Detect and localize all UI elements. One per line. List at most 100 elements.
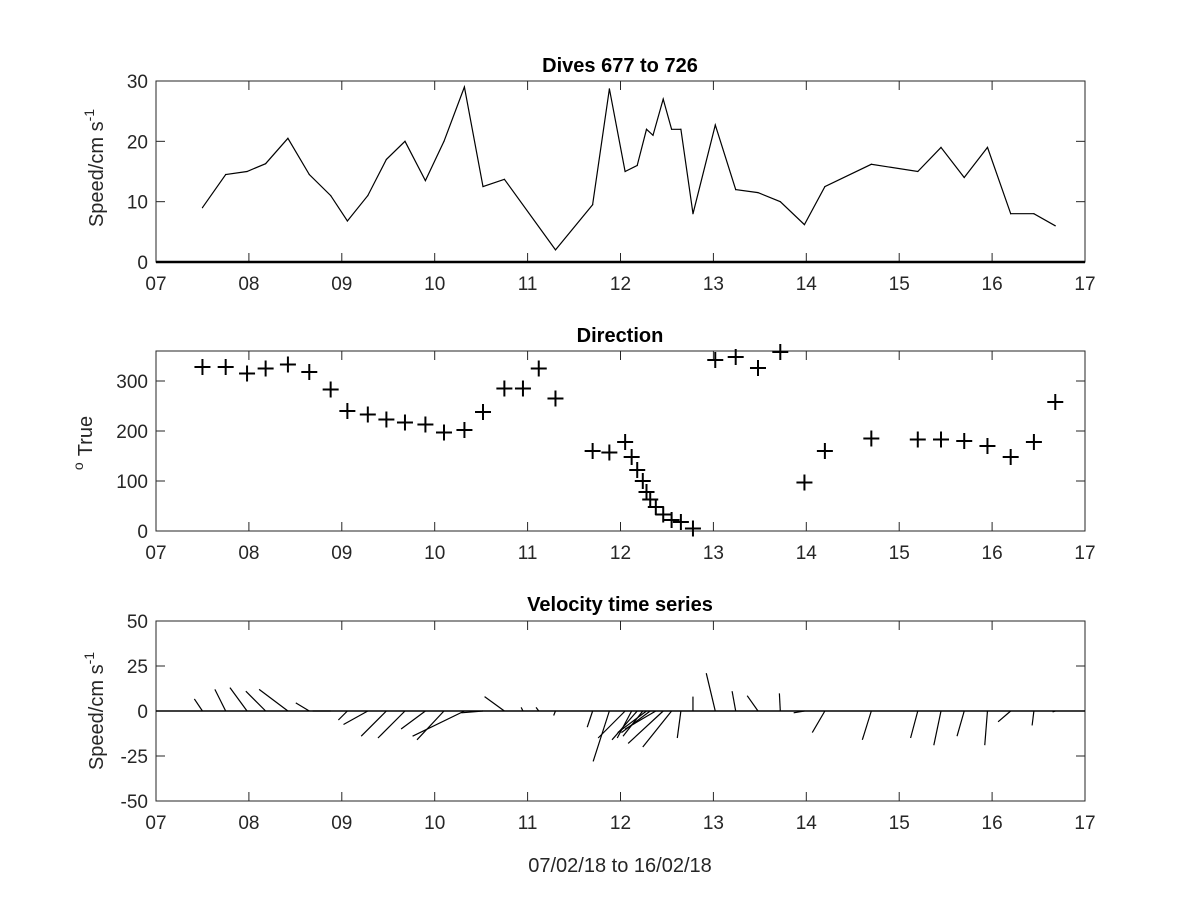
direction-plus-marker — [339, 403, 356, 419]
direction-xtick-label: 17 — [1074, 543, 1095, 564]
direction-plus-marker — [672, 514, 689, 530]
speed-xtick-label: 14 — [796, 274, 818, 295]
speed-ytick-label: 20 — [127, 132, 148, 153]
speed-line-panel: Dives 677 to 726 Speed/cm s-1 07 08 09 10 11… — [81, 55, 1096, 295]
speed-data-point — [714, 124, 716, 126]
velocity-xtick-label: 12 — [610, 813, 631, 834]
velocity-velocity-stick — [484, 696, 505, 712]
speed-data-point — [385, 158, 387, 161]
direction-plus-marker — [634, 473, 651, 489]
velocity-panel-ylabel-exponent: -1 — [81, 652, 97, 665]
direction-plus-marker — [663, 512, 680, 528]
direction-plus-marker — [475, 404, 492, 420]
velocity-velocity-stick — [295, 702, 310, 712]
direction-panel-title: Direction — [577, 325, 664, 347]
velocity-velocity-stick — [193, 698, 203, 712]
direction-plus-marker — [1047, 394, 1064, 410]
speed-data-point — [670, 128, 673, 130]
velocity-velocity-stick — [461, 710, 484, 714]
direction-xtick-label: 15 — [889, 543, 910, 564]
velocity-velocity-stick — [705, 673, 716, 712]
direction-xtick-label: 10 — [424, 543, 445, 564]
velocity-velocity-stick — [535, 707, 540, 712]
speed-data-point — [592, 204, 594, 206]
speed-data-point — [554, 249, 557, 251]
direction-plus-marker — [863, 430, 880, 447]
velocity-xtick-label: 08 — [238, 813, 259, 834]
velocity-velocity-stick — [731, 691, 737, 712]
speed-data-point — [608, 88, 610, 90]
direction-panel-ylabel-text: True — [75, 416, 97, 456]
velocity-velocity-stick — [597, 710, 626, 739]
direction-xtick-label: 14 — [796, 543, 818, 564]
speed-data-point — [680, 128, 682, 130]
velocity-ytick-label: 50 — [127, 612, 148, 633]
velocity-velocity-stick — [676, 710, 682, 739]
speed-data-point — [624, 170, 626, 173]
speed-panel-ylabel-exponent: -1 — [81, 109, 97, 122]
speed-data-point — [463, 86, 466, 88]
direction-xtick-label: 16 — [982, 543, 1003, 564]
direction-plus-marker — [322, 381, 339, 398]
direction-scatter-panel: Direction o True 07 08 09 10 11 12 13 14 15 16 17 0 1… — [70, 325, 1096, 564]
direction-xtick-label: 08 — [238, 543, 259, 564]
speed-data-point — [692, 213, 694, 215]
velocity-velocity-stick — [229, 687, 248, 712]
speed-data-point — [963, 176, 965, 179]
speed-data-point — [443, 140, 445, 142]
direction-plus-marker — [956, 433, 973, 449]
speed-data-point — [824, 185, 826, 188]
direction-plus-marker — [435, 424, 452, 441]
velocity-velocity-stick — [984, 710, 989, 746]
velocity-xtick-label: 13 — [703, 813, 724, 834]
velocity-velocity-stick — [377, 710, 406, 739]
velocity-xtick-label: 14 — [796, 813, 818, 834]
direction-xtick-label: 07 — [145, 543, 166, 564]
direction-plus-marker — [547, 390, 564, 407]
speed-data-point — [1054, 225, 1056, 227]
speed-xtick-label: 08 — [238, 274, 259, 295]
direction-plus-marker — [456, 422, 473, 438]
velocity-velocity-stick — [997, 710, 1012, 723]
direction-ytick-label: 200 — [116, 422, 148, 443]
speed-data-point — [662, 98, 664, 100]
direction-plus-marker — [194, 359, 211, 375]
velocity-velocity-stick — [616, 710, 633, 739]
direction-plus-marker — [514, 380, 531, 397]
velocity-xtick-label: 16 — [982, 813, 1003, 834]
direction-plus-marker — [378, 411, 395, 428]
direction-plus-marker — [1025, 434, 1042, 450]
speed-ytick-label: 10 — [127, 193, 148, 214]
velocity-velocity-stick — [214, 689, 227, 712]
velocity-velocity-stick — [553, 710, 557, 716]
speed-data-point — [870, 163, 872, 165]
velocity-panel-title: Velocity time series — [527, 594, 713, 616]
direction-plus-marker — [629, 462, 646, 478]
velocity-velocity-stick — [627, 710, 664, 744]
direction-plus-marker — [684, 520, 701, 537]
direction-ytick-label: 300 — [116, 372, 148, 393]
velocity-velocity-stick — [617, 710, 647, 734]
direction-plus-marker — [584, 443, 601, 459]
direction-plus-marker — [359, 406, 376, 423]
speed-data-point — [636, 164, 638, 167]
speed-data-point — [652, 134, 654, 136]
speed-data-point — [265, 163, 267, 165]
direction-plus-marker — [601, 444, 618, 461]
velocity-velocity-stick — [611, 710, 638, 741]
speed-data-point — [346, 220, 348, 222]
direction-ytick-label: 100 — [116, 472, 148, 493]
direction-plus-marker — [749, 360, 766, 376]
direction-plus-marker — [933, 431, 950, 448]
direction-plus-marker — [396, 414, 413, 431]
velocity-velocity-stick — [400, 710, 426, 730]
velocity-xtick-label: 17 — [1074, 813, 1095, 834]
speed-xtick-label: 11 — [518, 274, 538, 295]
speed-xtick-label: 13 — [703, 274, 724, 295]
speed-ytick-label: 0 — [137, 253, 148, 274]
direction-plus-marker — [239, 365, 256, 382]
velocity-xtick-label: 07 — [145, 813, 166, 834]
speed-data-point — [940, 146, 942, 148]
velocity-panel-ylabel: Speed/cm s-1 — [81, 652, 108, 770]
